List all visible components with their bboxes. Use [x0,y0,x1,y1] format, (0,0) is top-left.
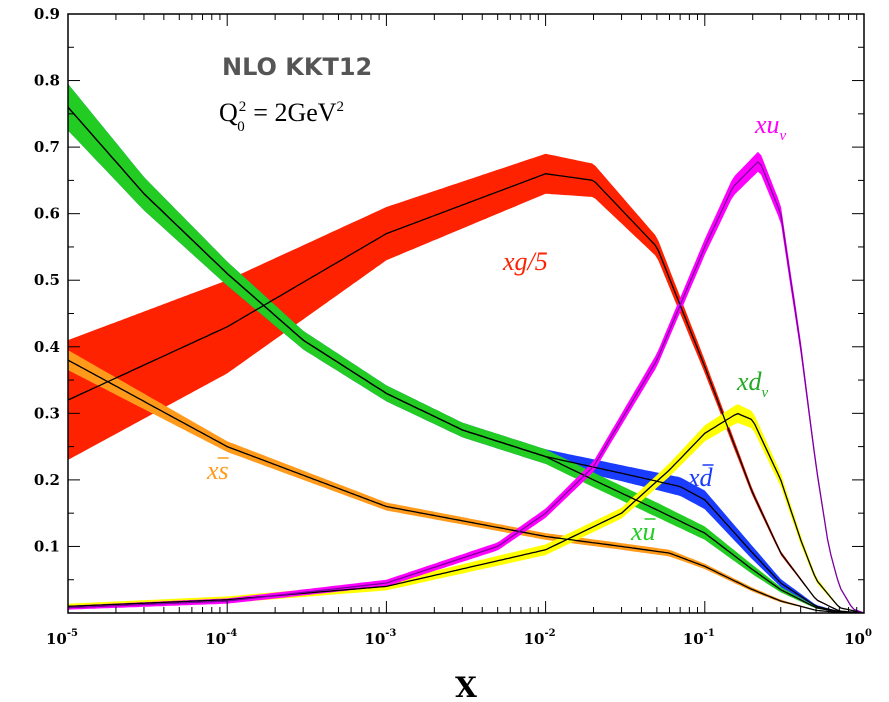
y-tick-label: 0.2 [34,471,60,489]
series-label-xd-: xd [687,463,714,492]
x-axis-ticks: 10-5 10-4 10-3 10-2 10-1 100 [46,14,872,648]
central-lines [68,106,864,613]
x-tick-label: 10-4 [205,628,237,648]
uncertainty-bands [68,83,864,613]
band-xd-v-4 [68,404,864,613]
y-tick-label: 0.9 [34,5,60,23]
y-tick-label: 0.4 [34,338,60,356]
y-tick-label: 0.7 [34,138,60,156]
line-x--2 [68,106,864,613]
line-xg-5-0 [68,173,864,613]
y-tick-label: 0.5 [34,271,60,289]
y-axis-ticks: 0.1 0.2 0.3 0.4 0.5 0.6 0.7 0.8 0.9 [34,5,864,581]
x-tick-label: 100 [844,628,872,648]
series-label-xd-v: xdv [736,367,769,401]
subtitle-rest-sup: 2 [337,99,345,115]
x-tick-label: 10-3 [364,628,396,648]
series-label-xu-v: xuv [754,110,787,144]
band-xd--1 [68,83,864,613]
series-label-x-: xu [630,517,656,546]
x-tick-label: 10-1 [683,628,715,648]
series-label-xs-: xs [206,456,229,485]
subtitle-q-sub: 0 [237,119,245,135]
subtitle-q-sup: 2 [239,99,247,115]
chart-subtitle: Q2 0 = 2GeV2 [219,98,344,135]
line-xs--3 [68,359,864,613]
x-axis-label: X [455,671,477,702]
y-tick-label: 0.8 [34,72,60,90]
line-xd-v-4 [68,412,864,613]
y-tick-label: 0.6 [34,205,60,223]
subtitle-q: Q [219,98,238,127]
y-tick-label: 0.3 [34,404,60,422]
x-tick-label: 10-5 [46,628,78,648]
y-tick-label: 0.1 [34,537,60,555]
subtitle-rest: = 2GeV [247,98,337,127]
line-xu-v-5 [68,160,864,613]
series-label-xg-5: xg/5 [502,247,548,276]
chart-title: NLO KKT12 [222,53,372,81]
x-tick-label: 10-2 [524,628,556,648]
